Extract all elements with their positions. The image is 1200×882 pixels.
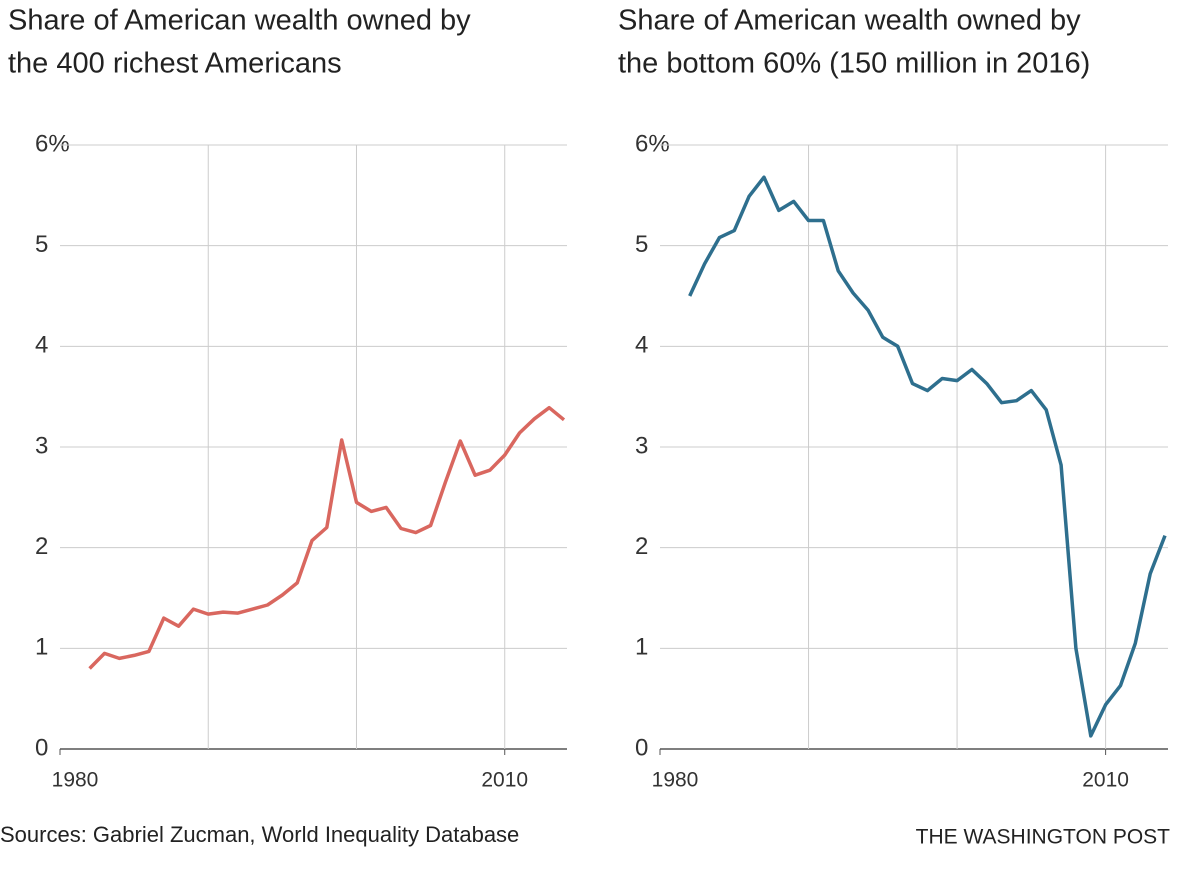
y-tick-label: 4	[635, 332, 648, 359]
chart-title: Share of American wealth owned by	[618, 5, 1081, 37]
y-tick-label: 0	[35, 734, 48, 761]
chart-title: the bottom 60% (150 million in 2016)	[618, 48, 1090, 80]
y-tick-label: 4	[35, 332, 48, 359]
x-tick-label: 1980	[52, 769, 99, 792]
y-tick-label: 2	[635, 533, 648, 560]
chart-title: Share of American wealth owned by	[8, 5, 471, 37]
data-line	[688, 175, 1167, 738]
credit: THE WASHINGTON POST	[916, 826, 1171, 849]
chart-title: the 400 richest Americans	[8, 48, 342, 80]
y-tick-label: 6%	[635, 130, 670, 157]
source: Sources: Gabriel Zucman, World Inequalit…	[0, 822, 519, 847]
y-tick-label: 1	[35, 634, 48, 661]
y-tick-label: 2	[35, 533, 48, 560]
y-tick-label: 3	[635, 432, 648, 459]
y-tick-label: 1	[635, 634, 648, 661]
x-tick-label: 2010	[481, 769, 528, 792]
data-line	[88, 405, 566, 670]
y-tick-label: 6%	[35, 130, 70, 157]
y-tick-label: 3	[35, 432, 48, 459]
y-tick-label: 5	[35, 231, 48, 258]
x-tick-label: 2010	[1082, 769, 1129, 792]
y-tick-label: 0	[635, 734, 648, 761]
y-tick-label: 5	[635, 231, 648, 258]
x-tick-label: 1980	[652, 769, 699, 792]
